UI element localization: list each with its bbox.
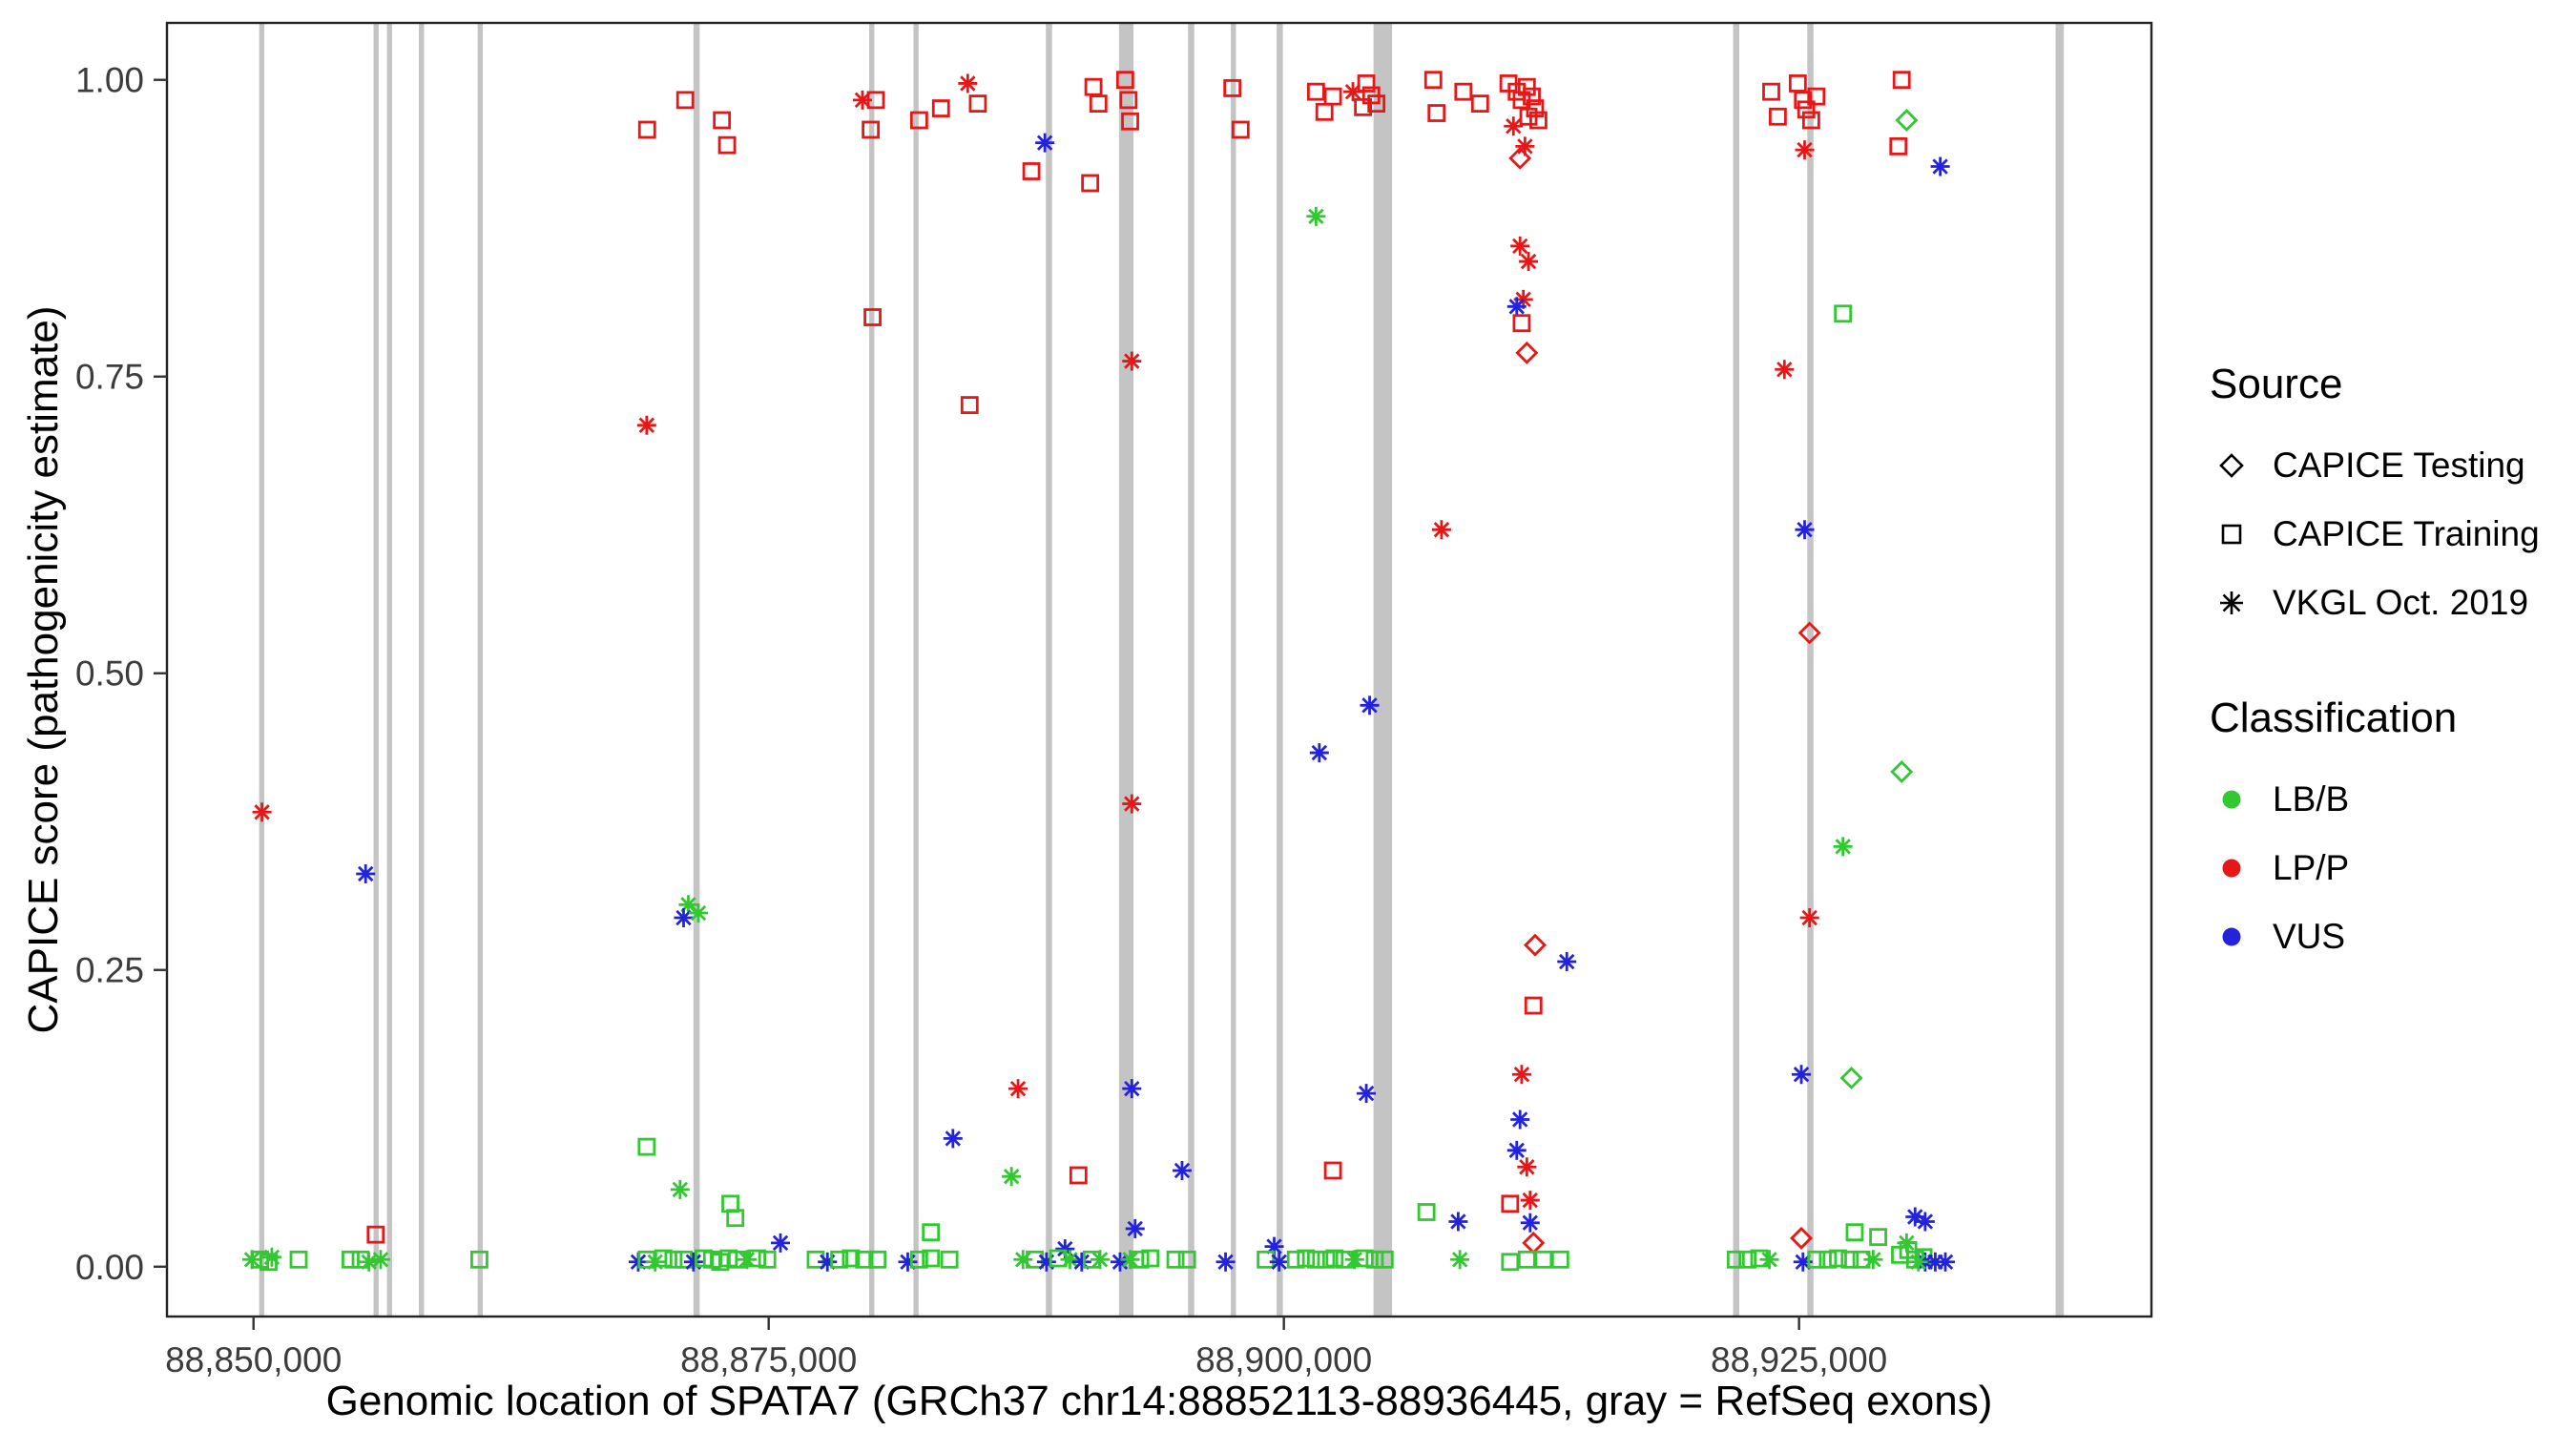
svg-text:88,875,000: 88,875,000 — [680, 1340, 857, 1379]
svg-text:0.00: 0.00 — [75, 1248, 144, 1287]
y-axis-title: CAPICE score (pathogenicity estimate) — [20, 305, 67, 1034]
svg-text:1.00: 1.00 — [75, 61, 144, 100]
svg-text:88,900,000: 88,900,000 — [1195, 1340, 1372, 1379]
x-axis-title: Genomic location of SPATA7 (GRCh37 chr14… — [325, 1378, 1993, 1424]
legend-item-label: LB/B — [2273, 779, 2350, 819]
legend-item-label: VKGL Oct. 2019 — [2273, 583, 2529, 622]
x-axis-ticks: 88,850,000 88,875,000 88,900,000 88,925,000 — [165, 1317, 1887, 1379]
plot-panel-border — [165, 21, 2153, 1318]
y-axis-ticks: 0.00 0.25 0.50 0.75 1.00 — [75, 61, 167, 1287]
vus-dot-icon — [2222, 927, 2241, 946]
lpp-dot-icon — [2222, 859, 2241, 878]
asterisk-icon — [2220, 591, 2243, 614]
legend: Source CAPICE Testing CAPICE Training — [2210, 361, 2576, 971]
legend-classification-title: Classification — [2210, 695, 2458, 741]
legend-item-label: CAPICE Testing — [2273, 446, 2525, 485]
legend-item-lpp: LP/P — [2210, 834, 2576, 902]
legend-item-label: VUS — [2273, 917, 2346, 956]
legend-item-capice-training: CAPICE Training — [2210, 500, 2576, 569]
legend-source-title: Source — [2210, 361, 2343, 407]
lbb-dot-icon — [2222, 790, 2241, 809]
svg-text:0.50: 0.50 — [75, 654, 144, 694]
diamond-icon — [2219, 453, 2244, 478]
svg-text:88,850,000: 88,850,000 — [165, 1340, 342, 1379]
legend-item-vus: VUS — [2210, 902, 2576, 971]
square-icon — [2221, 524, 2242, 545]
exon-bars — [259, 23, 2065, 1317]
legend-item-lbb: LB/B — [2210, 765, 2576, 834]
legend-item-capice-testing: CAPICE Testing — [2210, 431, 2576, 500]
svg-text:88,925,000: 88,925,000 — [1711, 1340, 1887, 1379]
legend-item-label: CAPICE Training — [2273, 514, 2540, 553]
legend-item-label: LP/P — [2273, 848, 2350, 887]
svg-text:0.25: 0.25 — [75, 951, 144, 990]
data-points — [241, 71, 1956, 1272]
legend-item-vkgl: VKGL Oct. 2019 — [2210, 569, 2576, 637]
svg-text:0.75: 0.75 — [75, 358, 144, 397]
